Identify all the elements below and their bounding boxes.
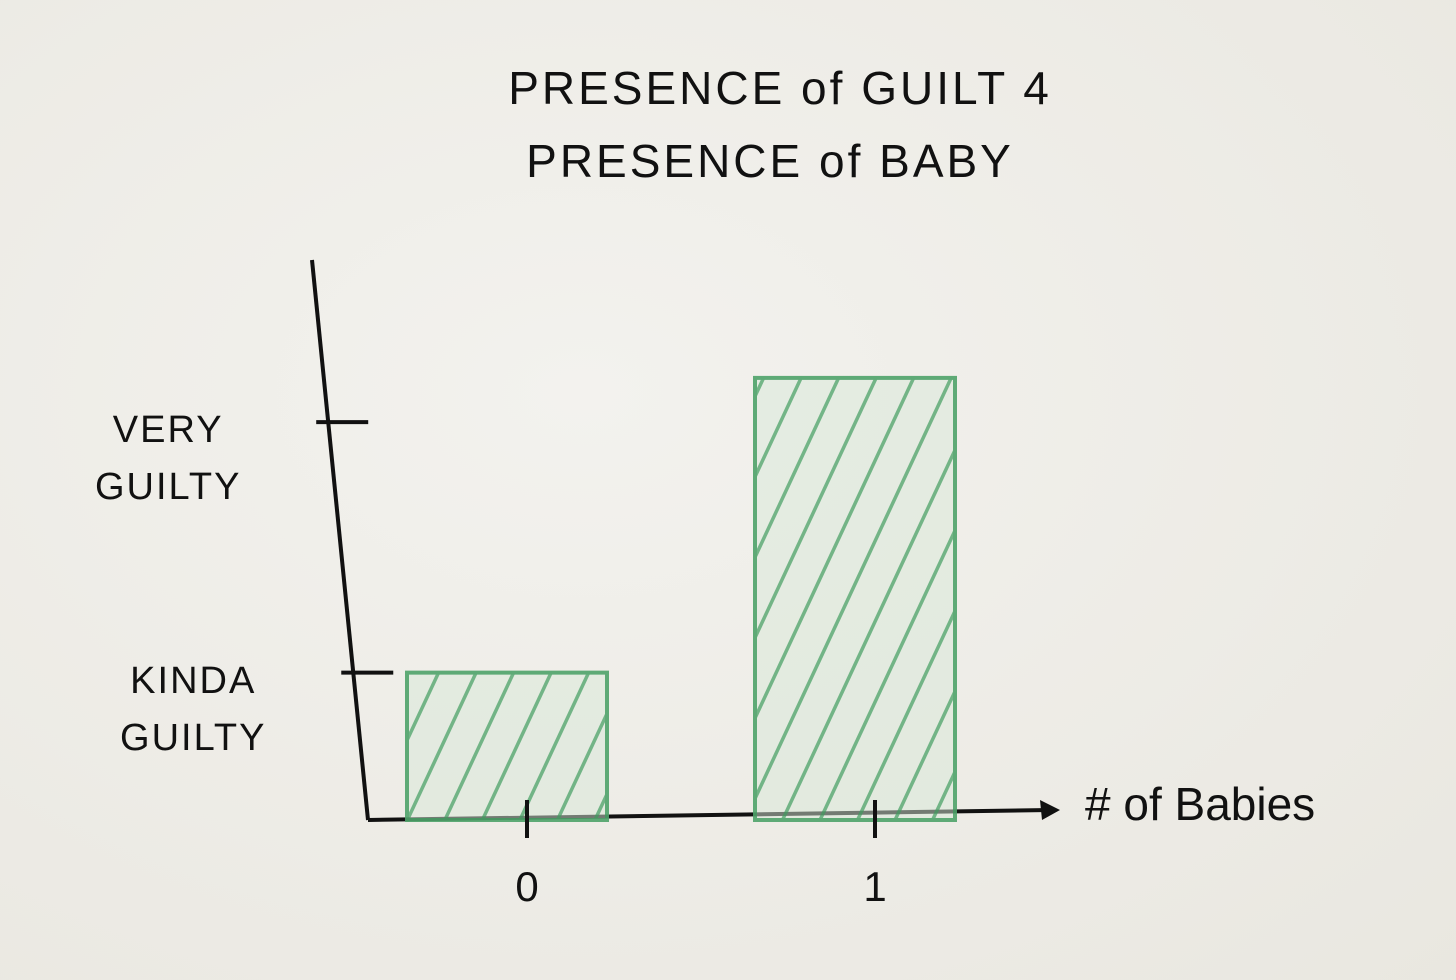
y-tick-label: KINDA GUILTY xyxy=(120,659,267,759)
chart-title: PRESENCE of BABY xyxy=(526,135,1014,187)
x-axis-arrow xyxy=(1040,800,1060,820)
x-axis-label: # of Babies xyxy=(1085,778,1315,830)
chart-title: PRESENCE of GUILT 4 xyxy=(508,62,1052,114)
x-tick-label: 1 xyxy=(863,863,886,910)
bar xyxy=(405,670,609,823)
y-axis xyxy=(310,259,370,821)
y-tick-label: VERY GUILTY xyxy=(94,409,242,509)
x-tick-label: 0 xyxy=(515,863,538,910)
bar xyxy=(753,375,957,822)
